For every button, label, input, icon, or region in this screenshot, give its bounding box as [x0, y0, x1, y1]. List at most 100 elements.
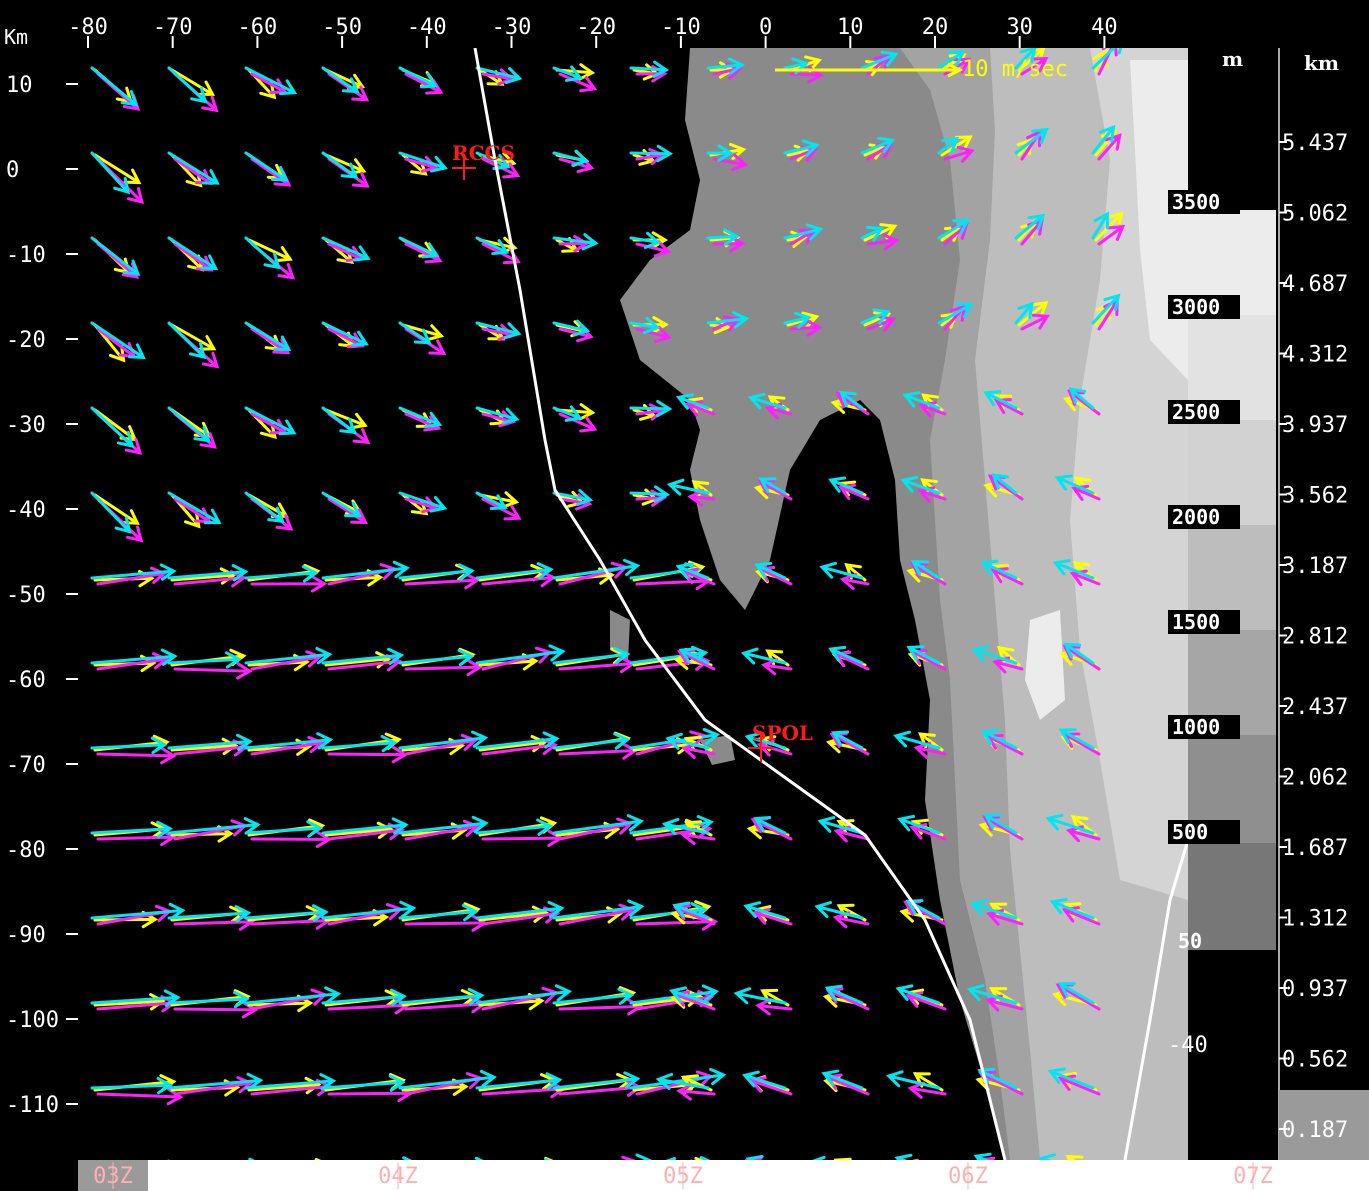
wind-vector: [398, 648, 475, 667]
wind-vector: [1049, 898, 1095, 920]
track-line-west: [473, 48, 1007, 1160]
wind-vector: [905, 991, 947, 1011]
x-tick-label: 30: [1006, 15, 1033, 40]
wind-vector: [167, 1072, 264, 1091]
wind-vector: [167, 905, 252, 923]
wind-vector: [321, 236, 371, 262]
time-axis: 03Z 04Z 05Z 06Z 07Z: [78, 1160, 1369, 1191]
wind-vector: [838, 390, 864, 410]
wind-vector: [173, 1076, 254, 1096]
wind-vector: [910, 562, 947, 586]
wind-vector: [819, 561, 864, 580]
wind-vector: [783, 139, 820, 157]
wind-vector: [90, 902, 186, 921]
height-level-label: 2.437: [1282, 695, 1348, 720]
wind-vector: [321, 321, 369, 347]
height-level-label: 4.312: [1282, 343, 1348, 368]
y-tick-label: -80: [6, 838, 46, 863]
wind-vector: [552, 233, 599, 251]
x-tick-label: -40: [407, 15, 447, 40]
wind-vector: [699, 1156, 711, 1160]
wind-vector: [327, 497, 369, 525]
wind-vector: [629, 231, 662, 250]
wind-vector: [665, 732, 710, 750]
wind-vector: [860, 225, 885, 242]
wind-vector: [475, 818, 554, 836]
wind-vector: [167, 321, 207, 360]
wind-vector: [985, 734, 1024, 756]
y-tick-label: -110: [6, 1093, 59, 1118]
wind-vector: [247, 238, 293, 263]
wind-vector: [754, 561, 787, 580]
x-tick-label: 40: [1091, 15, 1118, 40]
wind-vector: [321, 817, 409, 835]
track-line-east: [1123, 839, 1188, 1160]
wind-vector: [860, 136, 896, 155]
y-tick-label: 10: [6, 73, 33, 98]
wind-vector: [621, 1155, 637, 1160]
height-level-label: 5.437: [1282, 131, 1348, 156]
wind-vector: [170, 737, 239, 756]
height-legend: km 5.437 5.062 4.687 4.312 3.937 3.562 3.187 2.…: [1278, 48, 1369, 1160]
wind-vector: [1061, 906, 1101, 926]
wind-vector: [250, 735, 325, 756]
wind-vector: [173, 1001, 259, 1019]
wind-vector: [675, 562, 710, 580]
wind-vector: [937, 218, 971, 240]
wind-vector: [811, 1155, 826, 1160]
height-unit: km: [1304, 51, 1339, 75]
wind-vector: [629, 399, 673, 418]
wind-vector: [1091, 211, 1109, 240]
wind-vector: [910, 560, 941, 580]
wind-vector: [828, 645, 864, 665]
terrain-level-label: 50: [1178, 929, 1202, 953]
wind-vector: [675, 393, 710, 410]
wind-vector: [1068, 387, 1095, 410]
wind-vector: [552, 1071, 641, 1090]
wind-vector: [755, 998, 793, 1016]
wind-vector: [706, 228, 740, 246]
height-level-label: 0.187: [1282, 1118, 1348, 1143]
wind-vector: [475, 66, 523, 85]
wind-vector: [404, 819, 481, 841]
wind-vector: [398, 151, 448, 173]
wind-vector: [244, 565, 319, 583]
wind-vector: [666, 478, 710, 496]
wind-vector: [321, 988, 407, 1007]
wind-vector: [552, 646, 631, 665]
height-level-label: 2.812: [1282, 625, 1348, 650]
wind-vector: [969, 899, 1018, 920]
wind-vector: [1014, 301, 1034, 325]
wind-vector: [1014, 213, 1046, 240]
terrain-legend: m 3500 3000 2500 2000 1500 1000 500 50: [1168, 47, 1278, 1160]
wind-vector: [167, 236, 219, 271]
wind-vector: [629, 144, 674, 163]
terrain-level-label: 3500: [1172, 190, 1220, 214]
wind-vector: [96, 652, 170, 671]
wind-vector: [937, 302, 974, 325]
wind-vector: [552, 489, 594, 507]
wind-vector: [398, 321, 432, 345]
y-tick-label: -90: [6, 923, 46, 948]
wind-vector: [398, 563, 475, 581]
wind-vector: [398, 730, 489, 750]
wind-vector: [744, 731, 787, 750]
wind-vector: [558, 412, 598, 433]
wind-vector: [893, 730, 941, 750]
wind-vector: [167, 66, 208, 104]
wind-vector: [244, 986, 342, 1005]
wind-vector: [897, 814, 941, 835]
wind-vector: [475, 491, 508, 511]
wind-vector: [982, 815, 1024, 841]
wind-vector: [404, 496, 439, 514]
x-tick-label: -30: [492, 15, 532, 40]
wind-vector: [1047, 1067, 1095, 1090]
wind-vector: [748, 1076, 793, 1096]
wind-vector: [90, 820, 173, 839]
wind-vector: [1045, 813, 1095, 835]
wind-vector: [983, 813, 1018, 835]
wind-vector: [629, 316, 661, 335]
wind-vector: [817, 816, 864, 835]
wind-vector: [321, 900, 417, 920]
wind-vector: [167, 817, 261, 835]
